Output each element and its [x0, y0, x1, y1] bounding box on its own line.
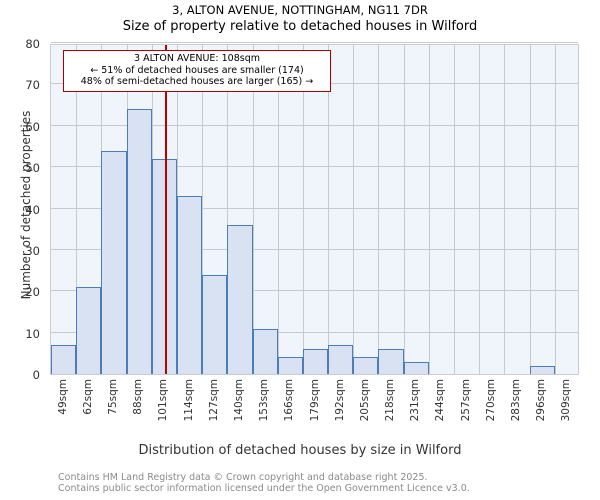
y-axis-tick: 70 [25, 78, 40, 93]
histogram-bar [302, 349, 329, 374]
x-axis-tick: 270sqm [484, 379, 497, 422]
gridline-horizontal [51, 42, 578, 43]
gridline-horizontal [51, 248, 578, 250]
x-axis-tick: 49sqm [56, 379, 69, 415]
footer-line-2: Contains public sector information licen… [58, 483, 470, 494]
x-axis-tick: 62sqm [81, 379, 94, 415]
gridline-vertical [202, 45, 204, 374]
gridline-vertical [504, 45, 506, 374]
gridline-vertical [277, 45, 279, 374]
x-axis-tick: 283sqm [510, 379, 523, 422]
gridline-vertical [302, 45, 304, 374]
histogram-bar [252, 328, 278, 374]
histogram-bar [151, 158, 177, 374]
gridline-horizontal [51, 207, 578, 209]
gridline-vertical [428, 45, 430, 374]
y-axis-tick: 10 [25, 326, 40, 341]
gridline-horizontal [51, 124, 578, 126]
histogram-bar [403, 361, 429, 374]
gridline-vertical [76, 45, 78, 374]
histogram-bar [202, 274, 228, 374]
x-axis-tick: 257sqm [459, 379, 472, 422]
x-axis-tick: 244sqm [434, 379, 447, 422]
y-axis-title: Number of detached properties [19, 110, 33, 300]
plot-area: 3 ALTON AVENUE: 108sqm ← 51% of detached… [50, 42, 579, 375]
x-axis-tick: 218sqm [384, 379, 397, 422]
y-axis-tick: 30 [25, 243, 40, 258]
annotation-line-3: 48% of semi-detached houses are larger (… [80, 76, 314, 87]
gridline-vertical [554, 45, 556, 374]
histogram-bar [529, 365, 555, 374]
gridline-vertical [328, 45, 330, 374]
gridline-horizontal [51, 331, 578, 333]
x-axis-tick: 309sqm [560, 379, 573, 422]
histogram-bar [76, 287, 102, 374]
gridline-vertical [403, 45, 405, 374]
x-axis-tick: 205sqm [358, 379, 371, 422]
x-axis-tick: 192sqm [333, 379, 346, 422]
footer-line-1: Contains HM Land Registry data © Crown c… [58, 472, 428, 483]
histogram-bar [328, 345, 354, 374]
chart-title-subtitle: Size of property relative to detached ho… [122, 19, 478, 34]
x-axis-tick: 153sqm [258, 379, 271, 422]
x-axis-tick: 88sqm [132, 379, 145, 415]
annotation-line-2: ← 51% of detached houses are smaller (17… [90, 64, 304, 76]
histogram-bar [176, 196, 203, 374]
histogram-bar [126, 109, 152, 374]
gridline-vertical [378, 45, 380, 374]
gridline-vertical [227, 45, 229, 374]
gridline-horizontal [51, 290, 578, 292]
histogram-bar [353, 357, 379, 374]
attribution-footer: Contains HM Land Registry data © Crown c… [58, 472, 470, 494]
property-annotation-box: 3 ALTON AVENUE: 108sqm ← 51% of detached… [63, 50, 331, 92]
property-size-marker-line [165, 45, 167, 374]
histogram-bar [378, 349, 404, 374]
gridline-vertical [479, 45, 481, 374]
histogram-bar [277, 357, 303, 374]
y-axis-tick: 50 [25, 161, 40, 176]
x-axis-tick: 140sqm [232, 379, 245, 422]
y-axis-tick-labels: 0 10 20 30 40 50 60 70 80 [0, 37, 46, 382]
y-axis-tick: 20 [25, 285, 40, 300]
histogram-bar [101, 150, 127, 374]
histogram-bar [227, 225, 253, 374]
x-axis-tick: 231sqm [409, 379, 422, 422]
gridline-horizontal [51, 166, 578, 168]
x-axis-tick: 114sqm [182, 379, 195, 422]
y-axis-tick: 40 [25, 202, 40, 217]
x-axis-tick: 166sqm [283, 379, 296, 422]
gridline-vertical [454, 45, 456, 374]
chart-title-address: 3, ALTON AVENUE, NOTTINGHAM, NG11 7DR [172, 3, 428, 17]
x-axis-tick: 75sqm [106, 379, 119, 415]
x-axis-tick: 127sqm [207, 379, 220, 422]
gridline-vertical [353, 45, 355, 374]
histogram-bar [51, 345, 77, 374]
page-title: 3, ALTON AVENUE, NOTTINGHAM, NG11 7DR Si… [0, 2, 600, 36]
y-axis-tick: 80 [25, 37, 40, 51]
x-axis-tick: 179sqm [308, 379, 321, 422]
y-axis-tick: 60 [25, 119, 40, 134]
annotation-line-1: 3 ALTON AVENUE: 108sqm [134, 53, 260, 64]
x-axis-tick: 101sqm [157, 379, 170, 422]
x-axis-tick-labels: 49sqm 62sqm 75sqm 88sqm 101sqm 114sqm 127sqm 14… [50, 379, 579, 441]
gridline-vertical [529, 45, 531, 374]
x-axis-title: Distribution of detached houses by size … [138, 443, 462, 458]
y-axis-tick: 0 [32, 368, 40, 382]
x-axis-tick: 296sqm [535, 379, 548, 422]
gridline-vertical [252, 45, 254, 374]
